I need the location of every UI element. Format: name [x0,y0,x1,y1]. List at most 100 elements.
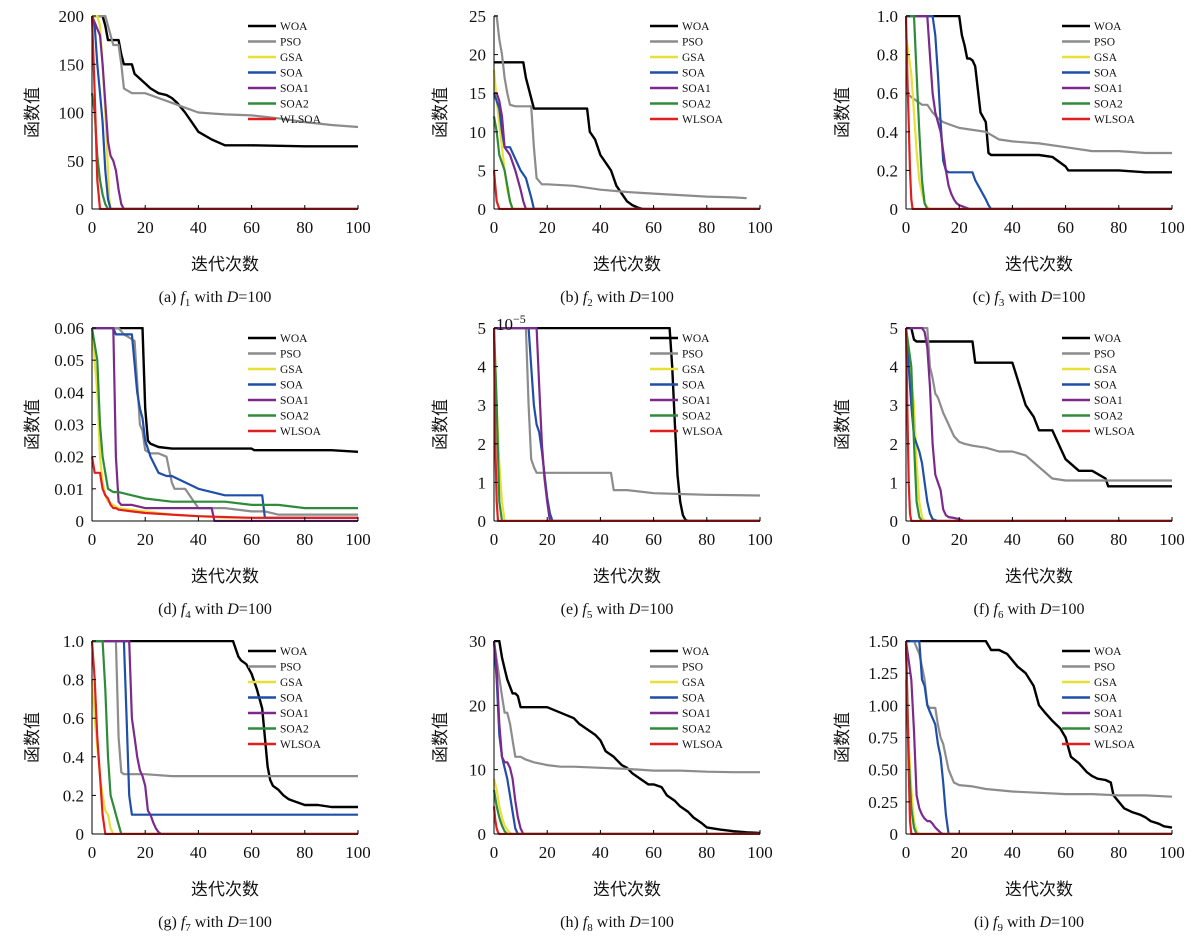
legend-label-woa: WOA [1094,333,1122,345]
y-tick-label: 0.6 [877,84,898,103]
y-tick-label: 0 [478,825,487,844]
x-tick-label: 100 [747,218,773,237]
series-group [905,15,1172,210]
legend-label-gsa: GSA [682,677,706,689]
x-tick-label: 20 [539,218,556,237]
x-tick-label: 100 [1159,843,1185,862]
series-line-woa [906,640,1173,829]
x-tick-label: 80 [698,530,715,549]
legend-label-gsa: GSA [1094,677,1118,689]
x-tick-label: 40 [190,843,207,862]
x-tick-label: 100 [1159,530,1185,549]
series-line-wlsoa [91,456,358,519]
y-tick-label: 2 [478,435,487,454]
series-line-soa2 [91,93,358,210]
series-group [905,640,1173,835]
series-line-woa [494,61,644,210]
y-axis-label: 函数值 [833,712,852,763]
legend-label-soa: SOA [682,693,706,705]
x-tick-label: 80 [1110,218,1127,237]
y-tick-label: 0.8 [63,671,84,690]
x-tick-label: 60 [243,530,260,549]
y-axis-label: 函数值 [833,399,852,450]
series-line-wlsoa [905,15,1172,210]
series-line-soa1 [905,640,1172,835]
series-group [905,327,1172,522]
series-line-soa [493,92,760,210]
y-tick-label: 5 [478,161,487,180]
x-tick-label: 80 [296,218,313,237]
legend-label-woa: WOA [280,21,308,33]
x-tick-label: 0 [902,218,911,237]
y-tick-label: 0 [76,200,85,219]
legend: WOA PSO GSA SOA SOA1 SOA2 WLSOA [650,21,724,126]
y-tick-label: 150 [59,55,85,74]
x-tick-label: 80 [698,843,715,862]
legend-label-gsa: GSA [1094,52,1118,64]
legend-label-woa: WOA [1094,646,1122,658]
series-line-wlsoa [905,327,1172,522]
legend-label-pso: PSO [1094,37,1115,49]
y-axis-label: 函数值 [23,87,42,138]
y-tick-label: 1.00 [868,696,898,715]
series-line-soa [494,327,760,522]
legend-label-gsa: GSA [682,52,706,64]
series-group [91,640,358,835]
x-axis-label: 迭代次数 [1005,255,1073,274]
subplot-caption: (h) f8 with D=100 [560,914,674,934]
y-tick-label: 0 [76,512,85,531]
legend: WOA PSO GSA SOA SOA1 SOA2 WLSOA [1062,333,1136,438]
x-tick-label: 0 [902,530,911,549]
x-axis-label: 迭代次数 [1005,880,1073,899]
subplot-caption: (d) f4 with D=100 [158,601,272,621]
series-line-soa1 [906,15,1172,210]
series-line-pso [494,327,761,497]
series-line-pso [92,15,359,129]
legend-label-woa: WOA [682,333,710,345]
y-tick-label: 10 [469,761,486,780]
y-tick-label: 0.06 [54,319,84,338]
series-line-woa [92,640,358,809]
y-tick-label: 0.25 [868,793,898,812]
x-tick-label: 20 [951,843,968,862]
legend-label-soa1: SOA1 [1094,83,1123,95]
series-line-soa [905,327,1172,522]
legend-label-woa: WOA [682,21,710,33]
legend: WOA PSO GSA SOA SOA1 SOA2 WLSOA [1062,646,1136,751]
legend-label-soa1: SOA1 [280,708,309,720]
x-tick-label: 100 [345,218,371,237]
subplot-caption: (b) f2 with D=100 [560,289,674,309]
series-line-soa2 [905,327,1172,522]
x-tick-label: 60 [1057,530,1074,549]
series-line-pso [494,15,747,200]
series-line-soa2 [91,327,358,510]
y-tick-label: 10 [469,123,486,142]
legend-label-soa2: SOA2 [1094,411,1123,423]
series-line-soa2 [493,116,760,210]
legend: WOA PSO GSA SOA SOA1 SOA2 WLSOA [650,646,724,751]
y-tick-label: 1.25 [868,664,898,683]
series-line-soa2 [493,789,760,835]
x-tick-label: 20 [539,530,556,549]
y-tick-label: 20 [469,696,486,715]
series-line-gsa [91,327,358,519]
series-line-soa1 [91,15,358,210]
y-tick-label: 5 [478,319,487,338]
x-tick-label: 60 [1057,218,1074,237]
legend: WOA PSO GSA SOA SOA1 SOA2 WLSOA [650,333,724,438]
x-axis-label: 迭代次数 [593,567,661,586]
series-line-wlsoa [493,170,760,210]
series-line-soa1 [92,327,358,522]
legend-label-soa: SOA [682,380,706,392]
x-tick-label: 60 [243,218,260,237]
y-tick-label: 4 [478,358,487,377]
legend: WOA PSO GSA SOA SOA1 SOA2 WLSOA [248,21,322,126]
x-tick-label: 20 [137,530,154,549]
x-tick-label: 80 [296,530,313,549]
x-tick-label: 100 [345,530,371,549]
y-tick-label: 0 [890,512,899,531]
y-tick-label: 0.04 [54,383,84,402]
